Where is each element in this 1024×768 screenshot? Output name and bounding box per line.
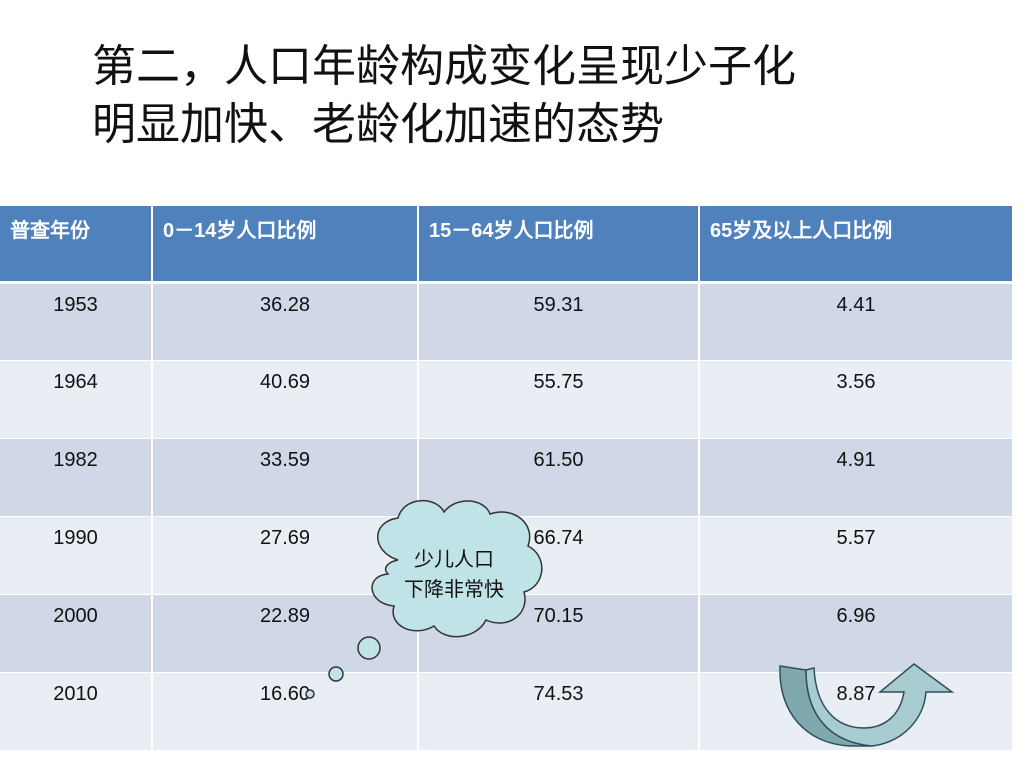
cell-age-65-plus: 5.57: [699, 515, 1012, 594]
slide-title-line-2: 明显加快、老龄化加速的态势: [92, 99, 664, 150]
callout-line-1: 少儿人口: [414, 547, 494, 571]
table-row: 1982 33.59 61.50 4.91: [0, 437, 1012, 516]
header-age-65-plus: 65岁及以上人口比例: [699, 206, 1012, 282]
cell-age-65-plus: 6.96: [699, 593, 1012, 672]
cell-year: 1953: [0, 281, 153, 360]
cell-age-0-14: 22.89: [152, 593, 419, 672]
callout-text: 少儿人口 下降非常快: [378, 544, 530, 604]
cell-age-15-64: 59.31: [418, 281, 700, 360]
cell-year: 2000: [0, 593, 153, 672]
census-age-table: 普查年份 0－14岁人口比例 15－64岁人口比例 65岁及以上人口比例 195…: [0, 206, 1012, 750]
cell-age-65-plus: 4.41: [699, 281, 1012, 360]
cell-age-0-14: 40.69: [152, 359, 419, 438]
cell-age-65-plus: 8.87: [699, 671, 1012, 750]
header-age-15-64: 15－64岁人口比例: [418, 206, 700, 282]
cell-year: 1964: [0, 359, 153, 438]
cell-year: 1990: [0, 515, 153, 594]
cell-age-15-64: 55.75: [418, 359, 700, 438]
slide-title-line-1: 第二，人口年龄构成变化呈现少子化: [92, 41, 796, 92]
cell-age-15-64: 70.15: [418, 593, 700, 672]
table-header-row: 普查年份 0－14岁人口比例 15－64岁人口比例 65岁及以上人口比例: [0, 206, 1012, 282]
cell-age-0-14: 33.59: [152, 437, 419, 516]
table-row: 2000 22.89 70.15 6.96: [0, 593, 1012, 672]
table-row: 1953 36.28 59.31 4.41: [0, 281, 1012, 360]
table-row: 1964 40.69 55.75 3.56: [0, 359, 1012, 438]
cell-age-15-64: 61.50: [418, 437, 700, 516]
cell-age-15-64: 74.53: [418, 671, 700, 750]
cell-year: 1982: [0, 437, 153, 516]
callout-line-2: 下降非常快: [404, 577, 504, 601]
cell-age-0-14: 36.28: [152, 281, 419, 360]
cell-age-65-plus: 4.91: [699, 437, 1012, 516]
header-age-0-14: 0－14岁人口比例: [152, 206, 419, 282]
header-census-year: 普查年份: [0, 206, 153, 282]
slide-title: 第二，人口年龄构成变化呈现少子化 明显加快、老龄化加速的态势: [92, 38, 972, 154]
cell-age-65-plus: 3.56: [699, 359, 1012, 438]
cell-age-0-14: 16.60: [152, 671, 419, 750]
cell-year: 2010: [0, 671, 153, 750]
table-row: 2010 16.60 74.53 8.87: [0, 671, 1012, 750]
